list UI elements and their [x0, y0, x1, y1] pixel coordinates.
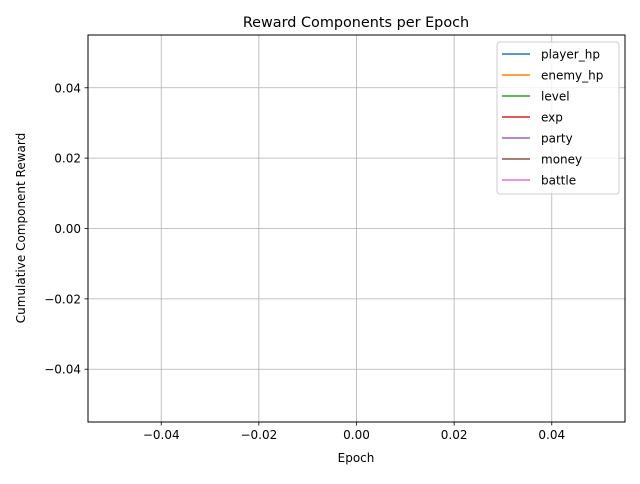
y-axis-label: Cumulative Component Reward: [14, 133, 28, 323]
chart-title: Reward Components per Epoch: [243, 15, 469, 31]
y-tick-label: −0.04: [44, 363, 81, 377]
x-tick-label: −0.04: [143, 428, 180, 442]
y-tick-label: −0.02: [44, 292, 81, 306]
x-tick-label: −0.02: [240, 428, 277, 442]
x-axis-label: Epoch: [338, 451, 375, 465]
legend-box: [496, 41, 620, 195]
x-axis-ticks: −0.04 −0.02 0.00 0.02 0.04: [143, 422, 565, 442]
legend-label: level: [541, 90, 570, 104]
y-tick-label: 0.04: [54, 81, 81, 95]
legend-label: enemy_hp: [541, 69, 603, 83]
x-tick-label: 0.02: [441, 428, 468, 442]
legend-label: money: [541, 153, 582, 167]
x-tick-label: 0.04: [538, 428, 565, 442]
legend-label: exp: [541, 111, 563, 125]
legend-label: battle: [541, 174, 576, 188]
legend-label: player_hp: [541, 48, 600, 62]
x-tick-label: 0.00: [343, 428, 370, 442]
y-tick-label: 0.00: [54, 222, 81, 236]
legend-label: party: [541, 132, 573, 146]
y-axis-ticks: −0.04 −0.02 0.00 0.02 0.04: [44, 81, 88, 377]
y-tick-label: 0.02: [54, 152, 81, 166]
